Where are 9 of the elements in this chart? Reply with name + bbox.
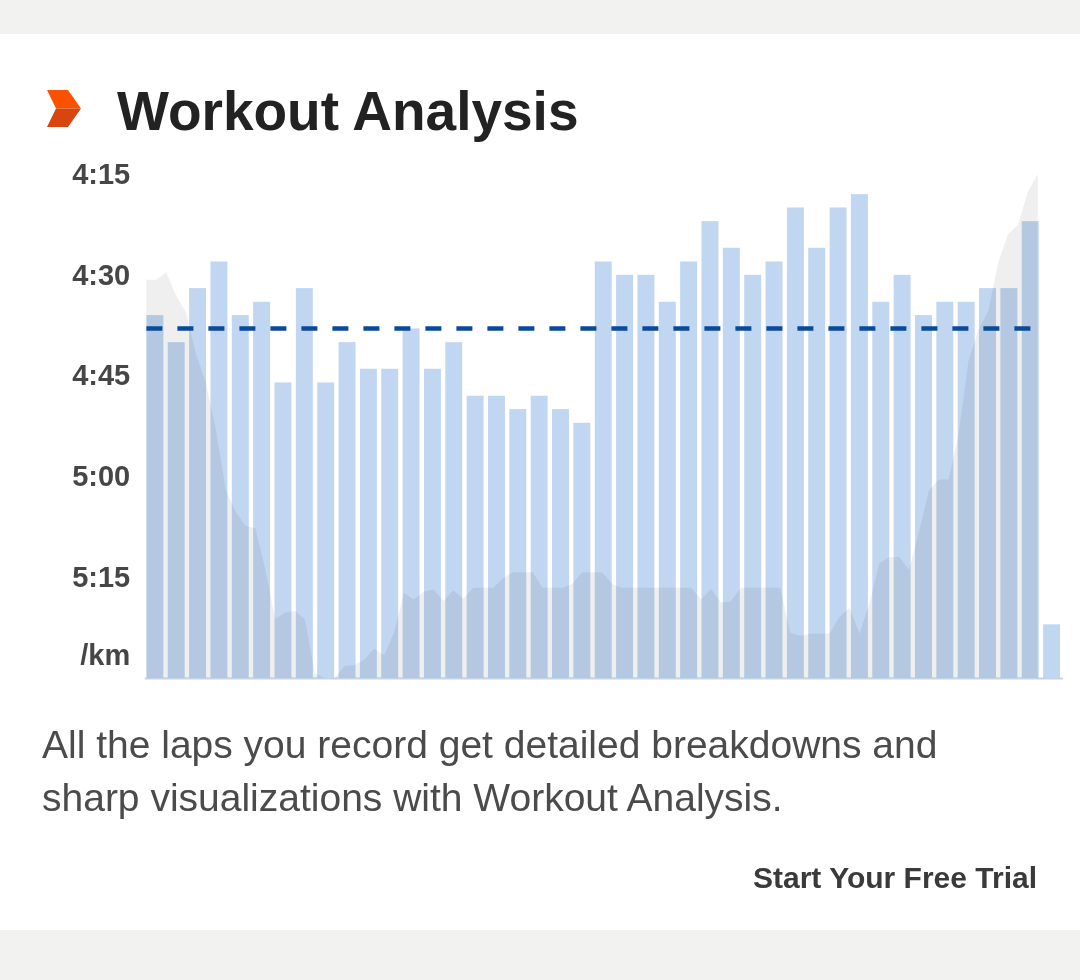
y-tick-label: 5:15 <box>72 560 131 593</box>
text: All the laps you record get detailed breakdowns and sharp visualizations with Workout Analysis. <box>42 723 938 819</box>
y-tick-label: 4:45 <box>72 359 131 392</box>
y-tick-label: 5:00 <box>72 460 131 493</box>
y-tick-label: 4:30 <box>72 258 131 291</box>
text: Start Your Free Trial <box>753 861 1037 894</box>
y-tick-label: 4:15 <box>72 157 131 190</box>
chart-title: Workout Analysis <box>117 80 579 142</box>
y-axis-title: /km <box>80 638 131 671</box>
